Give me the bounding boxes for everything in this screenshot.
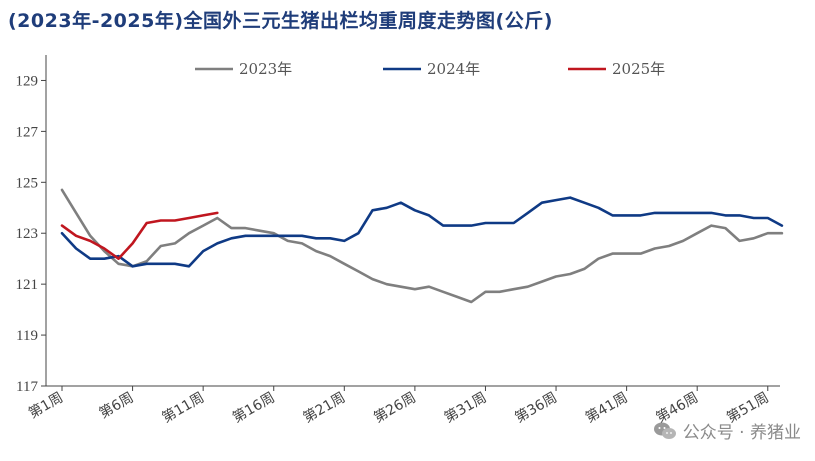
x-tick-label: 第21周 [300, 389, 348, 427]
series-line-2023年 [60, 188, 784, 304]
x-tick-label: 第36周 [512, 389, 560, 427]
y-tick-label: 127 [16, 124, 39, 140]
legend-label-2025年: 2025年 [612, 60, 665, 78]
y-tick-label: 125 [16, 175, 39, 191]
x-tick-label: 第26周 [371, 389, 419, 427]
y-tick-label: 123 [16, 226, 39, 242]
chart-series [60, 188, 784, 304]
y-tick-label: 117 [16, 379, 38, 395]
watermark: 公众号 · 养猪业 [653, 418, 801, 443]
chart-legend: 2023年 2024年 2025年 [195, 60, 665, 78]
legend-label-2024年: 2024年 [427, 60, 480, 78]
series-line-2025年 [60, 211, 219, 261]
wechat-icon [653, 422, 676, 439]
chart-title: (2023年-2025年)全国外三元生猪出栏均重周度走势图(公斤) [8, 10, 553, 32]
x-tick-label: 第11周 [159, 389, 207, 427]
y-tick-label: 129 [16, 73, 39, 89]
chart-axes: 117119121123125127129第1周 第6周 第11周 第16周 第21周第… [16, 55, 780, 427]
x-tick-label: 第41周 [582, 389, 630, 427]
y-tick-label: 119 [16, 328, 38, 344]
x-tick-label: 第6周 [96, 389, 136, 422]
legend-label-2023年: 2023年 [239, 60, 292, 78]
x-tick-label: 第31周 [441, 389, 489, 427]
watermark-text: 公众号 · 养猪业 [682, 423, 801, 443]
x-tick-label: 第16周 [230, 389, 278, 427]
series-line-2024年 [60, 196, 784, 268]
y-tick-label: 121 [16, 277, 39, 293]
